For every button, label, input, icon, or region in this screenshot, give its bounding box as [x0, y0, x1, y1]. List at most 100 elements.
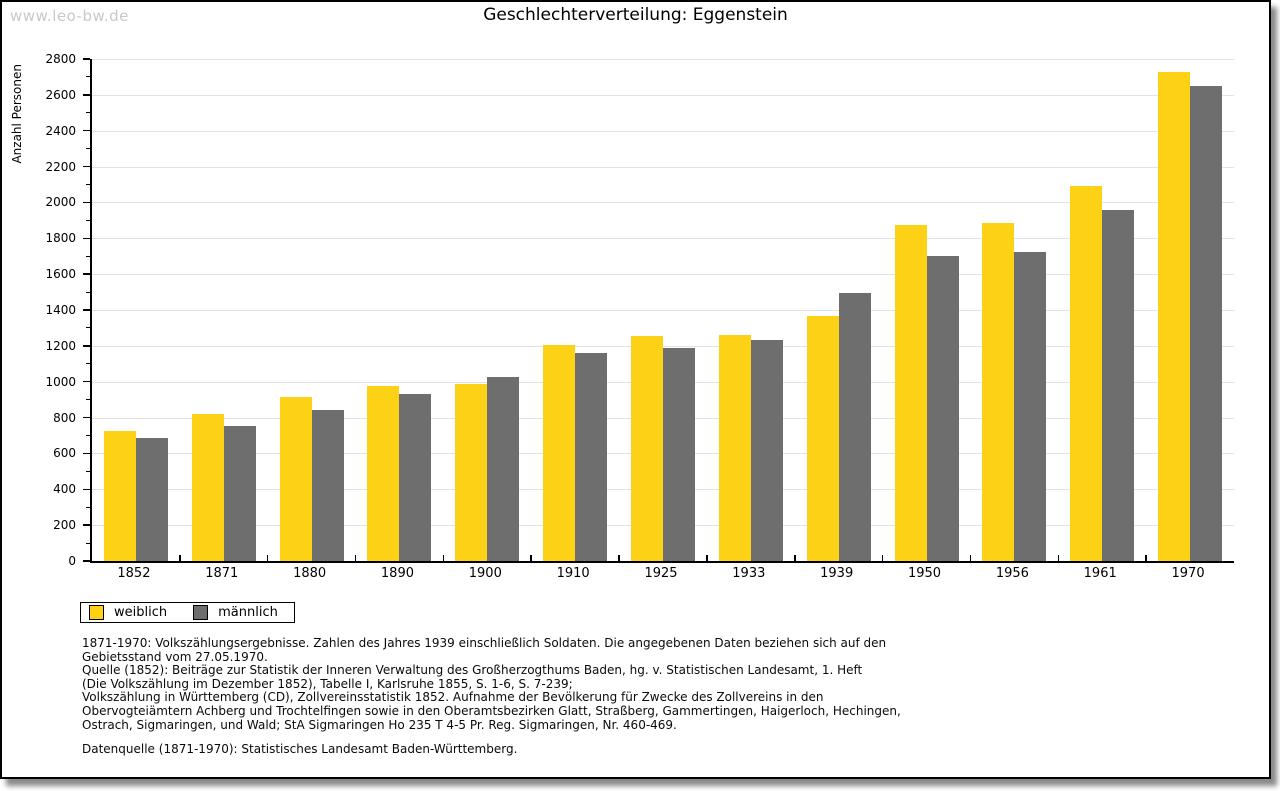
x-boundary-tick: [354, 555, 357, 561]
y-tick-label: 400: [53, 482, 76, 497]
x-tick-label: 1880: [293, 566, 327, 581]
x-tick-label: 1871: [205, 566, 239, 581]
bar-männlich: [662, 347, 695, 561]
bar-männlich: [135, 438, 168, 561]
bar-group: [180, 59, 268, 561]
bar-weiblich: [367, 386, 400, 561]
y-tick-label: 200: [53, 518, 76, 533]
bar-weiblich: [279, 396, 312, 561]
bar-weiblich: [1158, 71, 1191, 561]
y-minor-tick: [86, 112, 90, 114]
bar-group: [970, 59, 1058, 561]
x-tick-label: 1852: [117, 566, 151, 581]
y-minor-tick: [86, 327, 90, 329]
y-major-tick: [83, 452, 90, 455]
y-tick-label: 1400: [45, 303, 76, 317]
bar-männlich: [838, 292, 871, 561]
legend-swatch-weiblich: [89, 605, 104, 620]
footnote-block: 1871-1970: Volkszählungsergebnisse. Zahl…: [82, 636, 901, 732]
y-major-tick: [83, 345, 90, 347]
bar-männlich: [487, 377, 520, 561]
y-minor-tick: [86, 148, 90, 150]
bar-weiblich: [894, 224, 927, 561]
bar-männlich: [311, 410, 344, 561]
bar-group: [619, 59, 707, 561]
y-tick-label: 1000: [45, 374, 76, 389]
x-tick-label: 1950: [907, 566, 942, 581]
y-major-tick: [83, 524, 90, 526]
x-tick-label: 1961: [1083, 566, 1117, 581]
y-major-tick: [83, 273, 90, 275]
bar-männlich: [399, 394, 432, 561]
bar-group: [795, 59, 883, 561]
y-major-tick: [83, 58, 90, 60]
y-major-tick: [83, 488, 90, 491]
gridline: [92, 274, 1234, 276]
legend-swatch-männlich: [193, 605, 209, 620]
y-tick-label: 1600: [45, 267, 76, 282]
x-boundary-tick: [618, 555, 620, 561]
x-boundary-tick: [266, 555, 269, 561]
datasource-line: Datenquelle (1871-1970): Statistisches L…: [82, 742, 518, 756]
bar-group: [356, 59, 444, 561]
bar-group: [268, 59, 356, 561]
legend-label: männlich: [218, 605, 278, 620]
footnote-line: Gebietsstand vom 27.05.1970.: [82, 649, 268, 664]
y-tick-label: 2600: [45, 87, 76, 102]
x-boundary-tick: [1145, 555, 1147, 561]
page-title: Geschlechterverteilung: Eggenstein: [483, 5, 788, 25]
footnote-line: (Die Volkszählung im Dezember 1852), Tab…: [82, 676, 573, 691]
legend-item: männlich: [193, 605, 278, 620]
bar-männlich: [223, 425, 256, 561]
bar-group: [883, 59, 971, 561]
plot-area: [90, 59, 1234, 563]
watermark: www.leo-bw.de: [10, 7, 129, 25]
legend: weiblich männlich: [80, 602, 295, 623]
bar-series-layer: [92, 59, 1234, 561]
y-tick-label: 2400: [45, 123, 76, 138]
y-major-tick: [83, 416, 90, 419]
x-tick-label: 1890: [380, 566, 414, 581]
y-minor-tick: [86, 219, 90, 221]
bar-männlich: [926, 256, 959, 561]
footnote-line: 1871-1970: Volkszählungsergebnisse. Zahl…: [82, 636, 887, 650]
y-minor-tick: [86, 255, 90, 257]
gridline: [92, 59, 1234, 60]
y-minor-tick: [86, 542, 90, 544]
x-boundary-tick: [969, 555, 972, 561]
footnote-line: Ostrach, Sigmaringen, und Wald; StA Sigm…: [82, 717, 677, 732]
x-boundary-tick: [881, 555, 884, 561]
bar-weiblich: [103, 431, 136, 561]
bar-männlich: [1014, 251, 1047, 561]
x-boundary-tick: [1057, 555, 1060, 561]
bar-weiblich: [718, 335, 751, 561]
x-axis-labels: 1852 1871 1880 1890 1900 1910 1925 1933 1939 1950…: [90, 566, 1232, 581]
gridline: [92, 94, 1234, 96]
x-boundary-tick: [442, 555, 445, 561]
x-tick-label: 1970: [1171, 566, 1205, 581]
bar-weiblich: [455, 384, 488, 561]
gridline: [92, 238, 1234, 240]
y-minor-tick: [86, 399, 90, 401]
bar-group: [707, 59, 795, 561]
bar-group: [1146, 59, 1234, 561]
bar-männlich: [575, 353, 608, 561]
gridline: [92, 345, 1234, 347]
y-minor-tick: [86, 506, 90, 508]
y-tick-label: 2800: [45, 52, 76, 66]
footnote-line: Quelle (1852): Beiträge zur Statistik de…: [82, 663, 863, 678]
bar-group: [92, 59, 180, 561]
gridline: [92, 202, 1234, 204]
y-major-tick: [83, 237, 90, 240]
y-tick-label: 1200: [45, 338, 76, 353]
x-tick-label: 1933: [732, 566, 766, 581]
bar-männlich: [750, 339, 783, 561]
footnote-line: Volkszählung in Württemberg (CD), Zollve…: [82, 690, 824, 705]
bar-weiblich: [543, 344, 576, 561]
y-tick-label: 2000: [45, 195, 76, 210]
y-minor-tick: [86, 184, 90, 185]
x-tick-label: 1956: [995, 566, 1029, 581]
x-tick-label: 1900: [468, 566, 502, 581]
bar-männlich: [1102, 209, 1135, 561]
y-major-tick: [83, 380, 90, 383]
